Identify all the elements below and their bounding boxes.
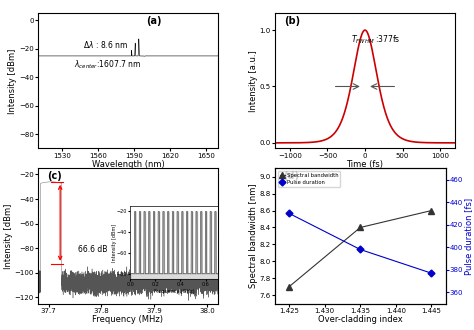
X-axis label: Frequency (MHz): Frequency (MHz): [92, 315, 164, 324]
Spectral bandwidth: [357, 225, 363, 229]
Text: $\Delta\lambda$ : 8.6 nm: $\Delta\lambda$ : 8.6 nm: [83, 39, 128, 50]
Pulse duration: [286, 212, 292, 215]
Line: Spectral bandwidth: Spectral bandwidth: [286, 208, 434, 289]
X-axis label: Wavelength (nm): Wavelength (nm): [91, 160, 164, 169]
Pulse duration: [357, 248, 363, 251]
Pulse duration: [428, 271, 434, 275]
Y-axis label: Intensity [dBm]: Intensity [dBm]: [111, 223, 117, 262]
Text: (d): (d): [283, 171, 300, 181]
Legend: Spectral bandwidth, Pulse duration: Spectral bandwidth, Pulse duration: [278, 171, 340, 187]
Spectral bandwidth: [428, 209, 434, 213]
Y-axis label: Intensity [dBm]: Intensity [dBm]: [4, 203, 13, 269]
X-axis label: Over-cladding index: Over-cladding index: [318, 315, 402, 324]
Y-axis label: Pulse duration [fs]: Pulse duration [fs]: [465, 197, 474, 275]
Line: Pulse duration: Pulse duration: [287, 211, 434, 276]
Text: (a): (a): [146, 16, 162, 26]
X-axis label: Time (fs): Time (fs): [346, 160, 383, 169]
Text: $T_{FWHM}$ :377fs: $T_{FWHM}$ :377fs: [351, 34, 400, 47]
Y-axis label: Spectral bandwidth [nm]: Spectral bandwidth [nm]: [249, 183, 258, 288]
Spectral bandwidth: [286, 285, 292, 289]
Text: $\lambda_{center}$:1607.7 nm: $\lambda_{center}$:1607.7 nm: [74, 58, 141, 71]
Text: (b): (b): [284, 16, 300, 26]
Y-axis label: Intensity [dBm]: Intensity [dBm]: [9, 48, 18, 114]
X-axis label: Frequency (GHz): Frequency (GHz): [154, 289, 194, 294]
Text: 66.6 dB: 66.6 dB: [78, 245, 107, 254]
Y-axis label: Intensity [a.u.]: Intensity [a.u.]: [249, 50, 258, 112]
Text: (c): (c): [47, 171, 62, 181]
